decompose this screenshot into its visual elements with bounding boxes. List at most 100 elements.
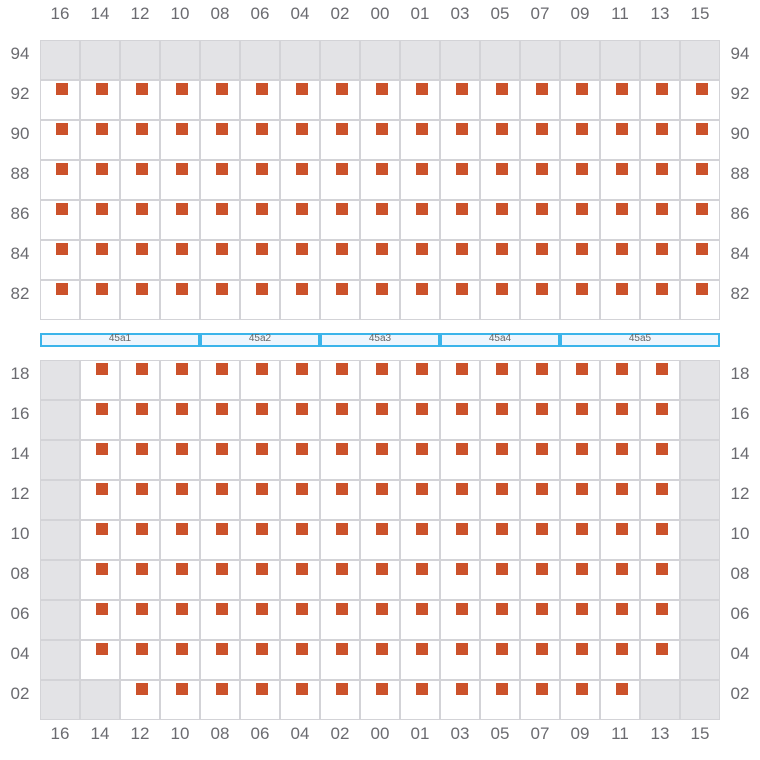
seat-cell[interactable] — [280, 680, 320, 720]
seat-cell[interactable] — [400, 360, 440, 400]
seat-cell[interactable] — [480, 640, 520, 680]
seat-cell[interactable] — [320, 120, 360, 160]
seat-marker[interactable] — [376, 163, 388, 175]
seat-marker[interactable] — [376, 483, 388, 495]
seat-marker[interactable] — [456, 283, 468, 295]
seat-cell[interactable] — [600, 400, 640, 440]
seat-marker[interactable] — [376, 523, 388, 535]
seat-cell[interactable] — [680, 120, 720, 160]
seat-cell[interactable] — [680, 240, 720, 280]
seat-marker[interactable] — [216, 603, 228, 615]
seat-marker[interactable] — [416, 283, 428, 295]
seat-marker[interactable] — [136, 483, 148, 495]
seat-marker[interactable] — [576, 603, 588, 615]
seat-marker[interactable] — [536, 603, 548, 615]
seat-marker[interactable] — [656, 83, 668, 95]
seat-cell[interactable] — [560, 600, 600, 640]
seat-cell[interactable] — [480, 440, 520, 480]
seat-marker[interactable] — [256, 363, 268, 375]
seat-marker[interactable] — [96, 123, 108, 135]
seat-cell[interactable] — [80, 120, 120, 160]
seat-cell[interactable] — [320, 440, 360, 480]
seat-cell[interactable] — [360, 280, 400, 320]
seat-cell[interactable] — [360, 80, 400, 120]
seat-marker[interactable] — [216, 283, 228, 295]
seat-cell[interactable] — [80, 600, 120, 640]
seat-cell[interactable] — [160, 200, 200, 240]
seat-cell[interactable] — [240, 160, 280, 200]
seat-cell[interactable] — [160, 480, 200, 520]
seat-marker[interactable] — [576, 243, 588, 255]
seat-cell[interactable] — [240, 240, 280, 280]
seat-cell[interactable] — [280, 440, 320, 480]
seat-marker[interactable] — [136, 563, 148, 575]
seat-cell[interactable] — [640, 160, 680, 200]
seat-marker[interactable] — [296, 363, 308, 375]
seat-marker[interactable] — [336, 123, 348, 135]
seat-cell[interactable] — [360, 360, 400, 400]
seat-marker[interactable] — [576, 563, 588, 575]
seat-cell[interactable] — [640, 440, 680, 480]
seat-cell[interactable] — [560, 360, 600, 400]
seat-cell[interactable] — [640, 80, 680, 120]
seat-cell[interactable] — [320, 80, 360, 120]
seat-marker[interactable] — [56, 83, 68, 95]
seat-marker[interactable] — [56, 243, 68, 255]
seat-marker[interactable] — [336, 603, 348, 615]
seat-cell[interactable] — [160, 560, 200, 600]
seat-marker[interactable] — [336, 163, 348, 175]
seat-cell[interactable] — [400, 520, 440, 560]
seat-marker[interactable] — [496, 523, 508, 535]
seat-marker[interactable] — [296, 683, 308, 695]
seat-cell[interactable] — [440, 680, 480, 720]
seat-marker[interactable] — [616, 643, 628, 655]
seat-marker[interactable] — [496, 243, 508, 255]
seat-marker[interactable] — [136, 283, 148, 295]
seat-marker[interactable] — [456, 643, 468, 655]
seat-marker[interactable] — [496, 643, 508, 655]
seat-cell[interactable] — [120, 240, 160, 280]
seat-marker[interactable] — [176, 683, 188, 695]
seat-marker[interactable] — [656, 203, 668, 215]
seat-marker[interactable] — [336, 363, 348, 375]
seat-marker[interactable] — [96, 643, 108, 655]
seat-marker[interactable] — [616, 363, 628, 375]
seat-cell[interactable] — [320, 280, 360, 320]
seat-marker[interactable] — [656, 443, 668, 455]
seat-cell[interactable] — [200, 600, 240, 640]
seat-cell[interactable] — [240, 440, 280, 480]
seat-cell[interactable] — [160, 160, 200, 200]
seat-marker[interactable] — [456, 403, 468, 415]
seat-cell[interactable] — [480, 520, 520, 560]
seat-marker[interactable] — [456, 563, 468, 575]
seat-marker[interactable] — [296, 563, 308, 575]
seat-cell[interactable] — [320, 160, 360, 200]
seat-marker[interactable] — [216, 83, 228, 95]
seat-marker[interactable] — [536, 683, 548, 695]
seat-cell[interactable] — [360, 400, 400, 440]
seat-cell[interactable] — [480, 360, 520, 400]
seat-cell[interactable] — [280, 120, 320, 160]
seat-marker[interactable] — [376, 203, 388, 215]
seat-cell[interactable] — [640, 600, 680, 640]
seat-cell[interactable] — [520, 80, 560, 120]
seat-cell[interactable] — [600, 600, 640, 640]
seat-marker[interactable] — [416, 603, 428, 615]
seat-marker[interactable] — [416, 443, 428, 455]
seat-marker[interactable] — [416, 203, 428, 215]
seat-cell[interactable] — [600, 640, 640, 680]
seat-cell[interactable] — [560, 400, 600, 440]
seat-marker[interactable] — [576, 283, 588, 295]
seat-cell[interactable] — [640, 120, 680, 160]
seat-cell[interactable] — [280, 640, 320, 680]
seat-marker[interactable] — [456, 523, 468, 535]
seat-marker[interactable] — [656, 603, 668, 615]
seat-cell[interactable] — [560, 520, 600, 560]
seat-marker[interactable] — [656, 563, 668, 575]
seat-cell[interactable] — [480, 80, 520, 120]
seat-cell[interactable] — [40, 80, 80, 120]
seat-cell[interactable] — [640, 480, 680, 520]
seat-cell[interactable] — [480, 600, 520, 640]
seat-cell[interactable] — [240, 520, 280, 560]
seat-marker[interactable] — [376, 643, 388, 655]
